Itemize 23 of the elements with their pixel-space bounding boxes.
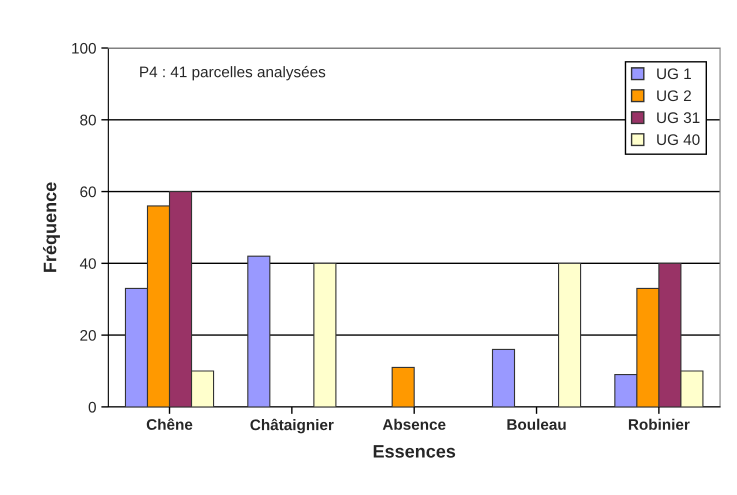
x-tick-label: Bouleau — [507, 418, 566, 430]
x-tick-label: Robinier — [628, 418, 690, 430]
x-tick-label: Chêne — [146, 418, 192, 430]
x-tick-label: Absence — [382, 418, 446, 430]
y-tick-label: 40 — [80, 258, 96, 270]
legend-label: UG 31 — [657, 112, 700, 124]
bar — [558, 262, 582, 407]
x-axis-title: Essences — [374, 445, 456, 458]
x-tick-label: Châtaignier — [250, 418, 334, 434]
legend-label: UG 40 — [657, 134, 700, 146]
y-tick-label: 100 — [72, 42, 96, 54]
bar — [313, 262, 336, 407]
bar — [492, 348, 516, 407]
annotation: P4 : 41 parcelles analysées — [140, 66, 326, 80]
y-tick-label: 60 — [80, 186, 96, 198]
y-axis-title: Fréquence — [42, 182, 60, 272]
legend-label: UG 2 — [657, 90, 691, 102]
bar — [247, 256, 270, 407]
y-tick-label: 80 — [80, 114, 96, 126]
y-tick-label: 20 — [80, 330, 96, 341]
bar — [392, 366, 415, 407]
legend-label: UG 1 — [657, 68, 691, 80]
y-tick-label: 0 — [88, 402, 96, 413]
